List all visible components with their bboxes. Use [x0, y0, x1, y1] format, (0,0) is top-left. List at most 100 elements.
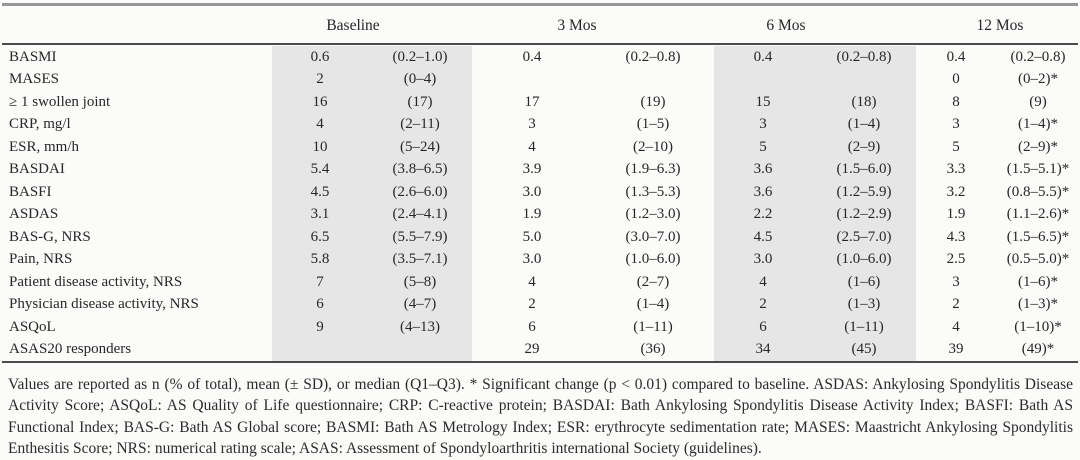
month6-value-cell: 15 — [714, 91, 812, 114]
baseline-range-cell: (2.4–4.1) — [368, 203, 472, 226]
month12-range-cell: (1–4)* — [1018, 116, 1058, 133]
month6-range-cell: (45) — [812, 338, 916, 361]
table-row: ESR, mm/h 10 (5–24) 4 (2–10) 5 (2–9) 5 (… — [0, 136, 1080, 159]
table-header-rule — [2, 43, 1078, 45]
month6-value-cell: 4 — [714, 271, 812, 294]
baseline-value-cell: 2 — [272, 68, 368, 91]
month3-value-cell: 3.9 — [522, 161, 542, 178]
month6-range-cell: (2.5–7.0) — [812, 226, 916, 249]
baseline-range-cell: (4–13) — [368, 316, 472, 339]
month3-range-cell: (19) — [640, 93, 666, 110]
baseline-value-cell: 6.5 — [272, 226, 368, 249]
table-row: BASDAI 5.4 (3.8–6.5) 3.9 (1.9–6.3) 3.6 (… — [0, 158, 1080, 181]
baseline-value-cell: 5.8 — [272, 248, 368, 271]
month6-range-cell: (1–6) — [812, 271, 916, 294]
month3-range-cell: (1–4) — [636, 296, 670, 313]
month3-range-cell: (1–5) — [636, 116, 670, 133]
month12-range-cell: (1.1–2.6)* — [1006, 206, 1070, 223]
baseline-value-cell: 4.5 — [272, 181, 368, 204]
month12-value-cell: 5 — [952, 138, 960, 155]
month12-value-cell: 3 — [952, 273, 960, 290]
month3-range-cell — [592, 69, 714, 92]
month12-range-cell: (1–10)* — [1014, 318, 1062, 335]
baseline-range-cell: (5–8) — [368, 271, 472, 294]
month12-range-cell: (0–2)* — [1018, 71, 1058, 88]
baseline-range-cell: (5.5–7.9) — [368, 226, 472, 249]
month12-value-cell: 0 — [952, 71, 960, 88]
month12-value-cell: 3 — [952, 116, 960, 133]
row-label: ASAS20 responders — [9, 341, 132, 358]
month12-range-cell: (1.5–6.5)* — [1006, 228, 1070, 245]
baseline-value-cell: 7 — [272, 271, 368, 294]
baseline-value-cell: 16 — [272, 91, 368, 114]
month12-range-cell: (1–6)* — [1018, 273, 1058, 290]
month6-value-cell: 3.0 — [714, 248, 812, 271]
month12-range-cell: (9) — [1029, 93, 1047, 110]
month6-range-cell — [812, 68, 916, 91]
baseline-value-cell: 6 — [272, 293, 368, 316]
month6-range-cell: (1–11) — [812, 316, 916, 339]
baseline-value-cell — [272, 338, 368, 361]
month3-range-cell: (1.0–6.0) — [625, 251, 681, 268]
month6-value-cell: 34 — [714, 338, 812, 361]
month12-range-cell: (2–9)* — [1018, 138, 1058, 155]
month3-range-cell: (2–7) — [636, 273, 670, 290]
month3-value-cell: 4 — [528, 273, 536, 290]
row-label: BASDAI — [9, 161, 65, 178]
table-row: ≥ 1 swollen joint 16 (17) 17 (19) 15 (18… — [0, 91, 1080, 114]
month3-range-cell: (1.3–5.3) — [625, 183, 681, 200]
column-header-6mos: 6 Mos — [766, 17, 806, 34]
table-bottom-rule — [2, 361, 1078, 363]
baseline-range-cell — [368, 338, 472, 361]
month12-range-cell: (49)* — [1021, 341, 1055, 358]
column-header-baseline: Baseline — [326, 17, 380, 34]
month3-value-cell: 6 — [528, 318, 536, 335]
row-label: Physician disease activity, NRS — [9, 296, 199, 313]
month3-range-cell: (1–11) — [633, 318, 673, 335]
table-row: CRP, mg/l 4 (2–11) 3 (1–5) 3 (1–4) 3 (1–… — [0, 113, 1080, 136]
baseline-range-cell: (3.5–7.1) — [368, 248, 472, 271]
baseline-value-cell: 5.4 — [272, 158, 368, 181]
month12-value-cell: 0.4 — [946, 48, 966, 65]
month6-value-cell: 2.2 — [714, 203, 812, 226]
row-label: BASFI — [9, 183, 52, 200]
month12-range-cell: (0.2–0.8) — [1010, 48, 1066, 65]
month12-range-cell: (0.5–5.0)* — [1006, 251, 1070, 268]
month12-value-cell: 39 — [948, 341, 964, 358]
row-label: ASDAS — [9, 206, 59, 223]
baseline-value-cell: 9 — [272, 316, 368, 339]
table-row: MASES 2 (0–4) 0 (0–2)* — [0, 68, 1080, 92]
row-label: ESR, mm/h — [9, 138, 80, 155]
month12-value-cell: 3.3 — [946, 161, 966, 178]
month3-value-cell: 2 — [528, 296, 536, 313]
row-label: Pain, NRS — [9, 251, 73, 268]
month6-value-cell: 4.5 — [714, 226, 812, 249]
month3-value-cell: 0.4 — [522, 48, 542, 65]
month6-range-cell: (1.2–5.9) — [812, 181, 916, 204]
baseline-value-cell: 10 — [272, 136, 368, 159]
table-row: ASDAS 3.1 (2.4–4.1) 1.9 (1.2–3.0) 2.2 (1… — [0, 203, 1080, 226]
table-row: ASAS20 responders 29 (36) 34 (45) 39 (49… — [0, 338, 1080, 361]
month12-value-cell: 2.5 — [946, 251, 966, 268]
column-header-3mos: 3 Mos — [557, 17, 597, 34]
month12-range-cell: (1–3)* — [1018, 296, 1058, 313]
table-top-rule — [2, 3, 1078, 6]
month3-value-cell: 5.0 — [522, 228, 542, 245]
table-row: BASFI 4.5 (2.6–6.0) 3.0 (1.3–5.3) 3.6 (1… — [0, 181, 1080, 204]
month6-value-cell: 2 — [714, 293, 812, 316]
month6-range-cell: (1.5–6.0) — [812, 158, 916, 181]
month12-range-cell: (1.5–5.1)* — [1006, 161, 1070, 178]
month6-range-cell: (1–3) — [812, 293, 916, 316]
baseline-value-cell: 4 — [272, 113, 368, 136]
month3-range-cell: (1.9–6.3) — [625, 161, 681, 178]
baseline-range-cell: (2–11) — [368, 113, 472, 136]
month12-value-cell: 3.2 — [946, 183, 966, 200]
table-row: Physician disease activity, NRS 6 (4–7) … — [0, 293, 1080, 316]
row-label: MASES — [9, 71, 60, 88]
month3-range-cell: (36) — [640, 341, 666, 358]
month3-value-cell: 3.0 — [522, 251, 542, 268]
month6-value-cell: 6 — [714, 316, 812, 339]
table-row: ASQoL 9 (4–13) 6 (1–11) 6 (1–11) 4 (1–10… — [0, 316, 1080, 339]
month6-value-cell: 3.6 — [714, 181, 812, 204]
